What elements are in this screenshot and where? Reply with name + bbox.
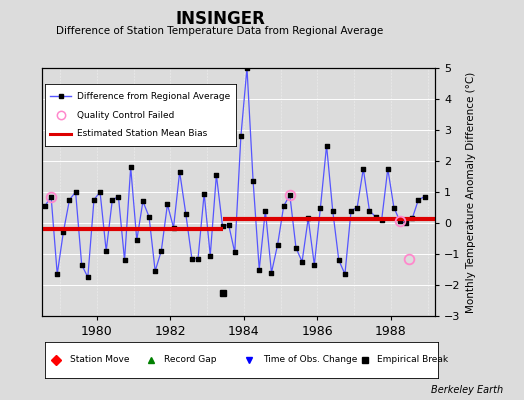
Point xyxy=(224,221,233,228)
Point xyxy=(90,196,98,203)
Point xyxy=(96,189,104,195)
Point xyxy=(384,166,392,172)
Point xyxy=(145,214,153,220)
Point xyxy=(59,229,68,236)
Point xyxy=(71,189,80,195)
Text: Station Move: Station Move xyxy=(70,356,129,364)
Point xyxy=(292,244,300,251)
Point xyxy=(359,166,367,172)
Point xyxy=(408,215,417,222)
Point xyxy=(322,142,331,149)
Point xyxy=(347,207,355,214)
Point xyxy=(274,242,282,248)
Point xyxy=(335,257,343,263)
Point xyxy=(377,217,386,223)
Point xyxy=(279,203,288,209)
Point xyxy=(231,249,239,256)
Point xyxy=(310,262,319,268)
Point xyxy=(298,258,306,265)
Point xyxy=(249,178,257,184)
Text: Berkeley Earth: Berkeley Earth xyxy=(431,385,503,395)
Point xyxy=(53,271,61,277)
Point xyxy=(219,223,227,229)
Point xyxy=(108,196,116,203)
Text: Record Gap: Record Gap xyxy=(165,356,217,364)
Point xyxy=(329,207,337,214)
Point xyxy=(420,194,429,200)
Point xyxy=(255,266,264,273)
Point xyxy=(151,268,159,274)
Text: Difference of Station Temperature Data from Regional Average: Difference of Station Temperature Data f… xyxy=(57,26,384,36)
Text: Quality Control Failed: Quality Control Failed xyxy=(77,110,174,120)
Point xyxy=(353,204,362,211)
Point xyxy=(47,194,56,200)
Point xyxy=(188,256,196,262)
Point xyxy=(212,172,221,178)
Point xyxy=(304,215,312,222)
Point xyxy=(66,196,74,203)
Point xyxy=(402,220,410,226)
Point xyxy=(139,198,147,204)
Point xyxy=(157,248,166,254)
Point xyxy=(121,257,129,263)
Point xyxy=(390,204,398,211)
Point xyxy=(237,133,245,139)
Point xyxy=(286,192,294,198)
Text: Estimated Station Mean Bias: Estimated Station Mean Bias xyxy=(77,129,208,138)
Point xyxy=(372,214,380,220)
Point xyxy=(194,256,202,262)
Point xyxy=(133,237,141,243)
Y-axis label: Monthly Temperature Anomaly Difference (°C): Monthly Temperature Anomaly Difference (… xyxy=(466,71,476,313)
Point xyxy=(182,210,190,217)
Point xyxy=(261,207,269,214)
Point xyxy=(206,252,214,259)
Point xyxy=(41,203,49,209)
Point xyxy=(396,218,404,225)
Text: Empirical Break: Empirical Break xyxy=(377,356,447,364)
Point xyxy=(200,190,209,197)
Point xyxy=(163,201,172,208)
Point xyxy=(243,65,251,71)
Point xyxy=(114,194,123,200)
Text: Time of Obs. Change: Time of Obs. Change xyxy=(263,356,357,364)
Text: Difference from Regional Average: Difference from Regional Average xyxy=(77,92,231,101)
Point xyxy=(126,164,135,170)
Point xyxy=(84,274,92,280)
Point xyxy=(316,204,325,211)
Point xyxy=(176,169,184,175)
Point xyxy=(365,207,374,214)
Point xyxy=(102,248,111,254)
Text: INSINGER: INSINGER xyxy=(175,10,265,28)
Point xyxy=(78,262,86,268)
Point xyxy=(341,271,349,277)
Point xyxy=(169,224,178,231)
Point xyxy=(414,196,422,203)
Point xyxy=(267,270,276,276)
